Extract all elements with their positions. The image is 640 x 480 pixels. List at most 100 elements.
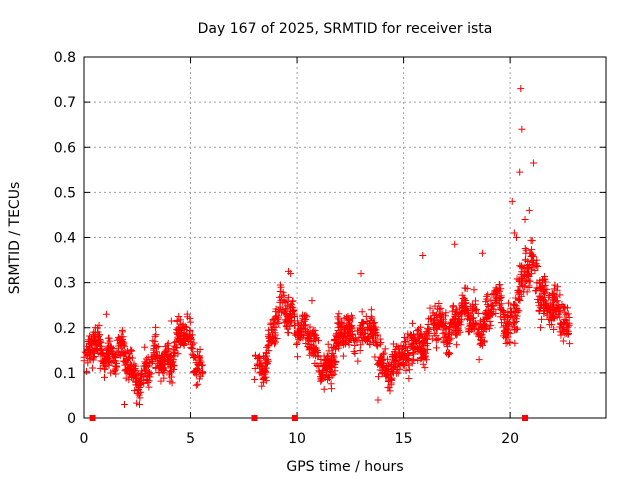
data-point (342, 330, 350, 338)
data-point (273, 318, 281, 326)
y-tick-label: 0.5 (54, 185, 76, 201)
data-point (87, 339, 95, 347)
data-point (442, 312, 450, 320)
outage-marker (522, 415, 529, 421)
data-point (465, 326, 473, 334)
data-point (391, 363, 399, 371)
data-point (502, 333, 510, 341)
data-point (472, 306, 480, 314)
data-point (479, 315, 487, 323)
data-point (286, 322, 294, 330)
data-point (418, 349, 426, 357)
data-point (505, 329, 513, 337)
data-point (400, 343, 408, 351)
data-point (402, 367, 410, 375)
data-point (537, 324, 545, 332)
data-point (323, 371, 331, 379)
data-point (382, 365, 390, 373)
data-point (435, 319, 443, 327)
data-point (268, 329, 276, 337)
data-point (376, 335, 384, 343)
data-point (113, 347, 121, 355)
data-point (476, 341, 484, 349)
data-point (359, 337, 367, 345)
data-point (526, 277, 534, 285)
data-point (264, 342, 272, 350)
y-tick-label: 0.8 (54, 50, 76, 66)
data-point (495, 281, 503, 289)
data-point (95, 350, 103, 358)
y-tick-label: 0.6 (54, 140, 76, 156)
data-point (302, 311, 310, 319)
data-point (195, 359, 203, 367)
data-point (559, 337, 567, 345)
data-point (417, 355, 425, 363)
data-point (186, 331, 194, 339)
data-point (174, 324, 182, 332)
data-point (171, 339, 179, 347)
data-point (458, 291, 466, 299)
data-point (83, 367, 91, 375)
data-point (272, 305, 280, 313)
data-point-outlier (517, 85, 525, 93)
data-point (430, 329, 438, 337)
data-point (356, 346, 364, 354)
data-point (105, 347, 113, 355)
data-point (150, 353, 158, 361)
data-point (474, 325, 482, 333)
data-point (421, 335, 429, 343)
data-point (315, 367, 323, 375)
data-point (125, 369, 133, 377)
data-point (369, 329, 377, 337)
data-point (413, 338, 421, 346)
data-point (487, 308, 495, 316)
data-point (407, 331, 415, 339)
data-point (554, 304, 562, 312)
data-point (369, 334, 377, 342)
data-point (404, 354, 412, 362)
data-point (87, 349, 95, 357)
data-point (282, 316, 290, 324)
x-tick-label: 0 (80, 431, 89, 447)
data-point (502, 339, 510, 347)
data-point (497, 285, 505, 293)
data-point-outlier (120, 400, 128, 408)
data-point (403, 347, 411, 354)
y-tick-label: 0.2 (54, 321, 76, 337)
data-point (154, 343, 162, 351)
outage-marker (89, 415, 96, 421)
data-point (186, 314, 194, 322)
data-point (521, 244, 529, 252)
x-tick-label: 5 (186, 431, 195, 447)
data-point (310, 332, 318, 340)
data-point (505, 320, 513, 328)
data-point (410, 350, 418, 358)
data-point (519, 264, 527, 272)
data-point (328, 344, 336, 352)
data-point (155, 369, 163, 377)
data-point (524, 262, 532, 270)
data-point (511, 339, 519, 347)
data-point (270, 323, 278, 331)
data-point (527, 253, 535, 261)
data-point (432, 324, 440, 332)
data-point (384, 369, 392, 377)
data-point (538, 315, 546, 323)
data-point (192, 381, 200, 389)
data-point (328, 385, 336, 393)
data-point (444, 351, 452, 359)
data-point (492, 299, 500, 307)
data-point (141, 343, 149, 351)
data-point (332, 331, 340, 339)
data-point (160, 374, 168, 382)
data-point (516, 296, 524, 304)
data-point (306, 323, 314, 331)
data-point (101, 365, 109, 373)
data-point (487, 297, 495, 305)
data-point (459, 299, 467, 307)
y-tick-label: 0 (67, 411, 76, 427)
data-point (535, 307, 543, 315)
data-point (409, 319, 417, 327)
data-point (124, 366, 132, 374)
data-point (142, 355, 150, 363)
